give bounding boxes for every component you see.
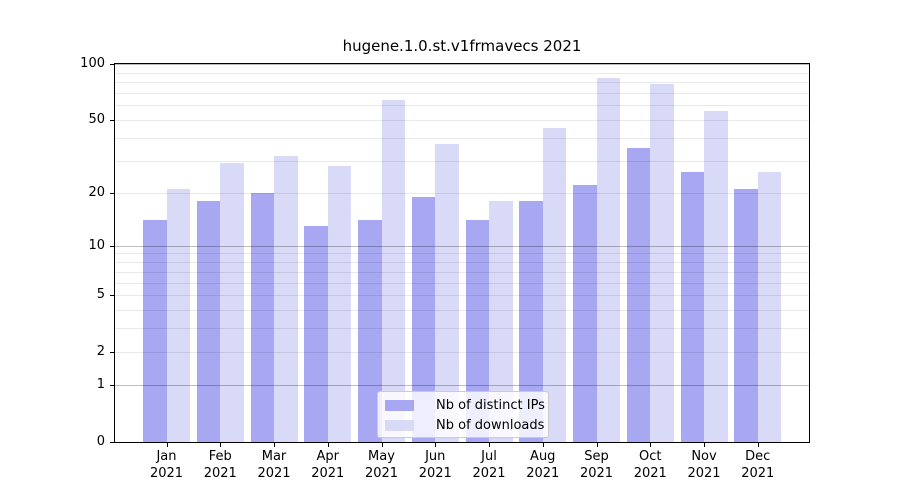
minor-gridline-70 <box>115 92 809 94</box>
chart-title: hugene.1.0.st.v1frmavecs 2021 <box>342 37 582 55</box>
bar-distinct-ips-may <box>358 220 382 442</box>
x-tick-mark-sep <box>597 443 598 447</box>
y-tick-mark-20 <box>110 193 114 194</box>
major-gridline-100 <box>115 64 809 65</box>
minor-gridline-80 <box>115 82 809 84</box>
bar-downloads-may <box>381 100 405 442</box>
x-tick-mark-aug <box>543 443 544 447</box>
bar-distinct-ips-mar <box>250 192 274 442</box>
y-tick-mark-1 <box>110 385 114 386</box>
y-tick-label-0: 0 <box>96 434 105 449</box>
bar-distinct-ips-oct <box>626 148 651 442</box>
x-tick-label-dec: Dec 2021 <box>741 449 775 481</box>
bar-downloads-jan <box>166 188 190 442</box>
minor-gridline-4 <box>115 310 809 312</box>
x-tick-mark-apr <box>328 443 329 447</box>
x-tick-label-feb: Feb 2021 <box>203 449 237 481</box>
legend: Nb of distinct IPs Nb of downloads <box>377 391 549 438</box>
minor-gridline-8 <box>115 262 809 264</box>
y-tick-label-1: 1 <box>96 377 105 393</box>
x-tick-label-may: May 2021 <box>364 449 399 481</box>
y-tick-label-50: 50 <box>88 111 105 127</box>
minor-gridline-60 <box>115 105 809 107</box>
minor-gridline-2 <box>115 352 809 354</box>
bar-downloads-oct <box>650 84 674 442</box>
y-tick-label-2: 2 <box>96 344 105 360</box>
minor-gridline-5 <box>115 295 809 297</box>
bar-distinct-ips-apr <box>304 225 328 442</box>
legend-label-distinct-ips: Nb of distinct IPs <box>436 397 545 413</box>
bars-layer <box>115 64 809 442</box>
bar-distinct-ips-jul <box>465 220 489 442</box>
legend-item-downloads: Nb of downloads <box>378 415 548 435</box>
minor-gridline-6 <box>115 282 809 284</box>
bar-distinct-ips-feb <box>196 200 221 442</box>
bar-downloads-apr <box>327 166 352 442</box>
minor-gridline-20 <box>115 192 809 194</box>
x-tick-label-jun: Jun 2021 <box>418 449 452 481</box>
legend-swatch-downloads <box>385 419 414 431</box>
y-tick-label-10: 10 <box>88 237 105 253</box>
legend-item-distinct-ips: Nb of distinct IPs <box>378 395 548 415</box>
x-tick-mark-jun <box>435 443 436 447</box>
bar-distinct-ips-nov <box>680 172 704 442</box>
x-tick-mark-may <box>382 443 383 447</box>
x-tick-mark-mar <box>274 443 275 447</box>
x-tick-label-sep: Sep 2021 <box>579 449 614 481</box>
y-tick-label-20: 20 <box>88 184 105 200</box>
x-tick-mark-jul <box>489 443 490 447</box>
y-tick-mark-10 <box>110 246 114 247</box>
y-tick-mark-0 <box>110 442 114 443</box>
major-gridline-1 <box>115 385 809 387</box>
minor-gridline-3 <box>115 328 809 330</box>
gridlines-layer <box>115 64 809 442</box>
y-tick-mark-50 <box>110 120 114 121</box>
minor-gridline-50 <box>115 119 809 121</box>
y-tick-mark-100 <box>110 64 114 65</box>
x-tick-label-aug: Aug 2021 <box>526 449 560 481</box>
minor-gridline-9 <box>115 253 809 255</box>
x-tick-mark-feb <box>220 443 221 447</box>
bar-downloads-mar <box>274 155 298 442</box>
minor-gridline-30 <box>115 160 809 162</box>
legend-swatch-distinct-ips <box>385 399 414 411</box>
plot-area: Nb of distinct IPs Nb of downloads <box>114 63 810 443</box>
bar-distinct-ips-jun <box>411 196 436 442</box>
x-tick-mark-jan <box>167 443 168 447</box>
x-tick-mark-dec <box>758 443 759 447</box>
bar-downloads-aug <box>542 128 567 442</box>
bar-downloads-dec <box>757 172 782 442</box>
x-tick-label-mar: Mar 2021 <box>257 449 291 481</box>
y-tick-label-5: 5 <box>96 287 105 303</box>
x-tick-label-oct: Oct 2021 <box>633 449 667 481</box>
legend-label-downloads: Nb of downloads <box>436 417 545 433</box>
y-tick-mark-5 <box>110 295 114 296</box>
bar-downloads-sep <box>596 78 620 442</box>
y-tick-label-100: 100 <box>80 56 105 71</box>
bar-downloads-nov <box>704 110 728 442</box>
bar-downloads-jun <box>435 144 459 442</box>
bar-distinct-ips-aug <box>519 200 543 442</box>
minor-gridline-7 <box>115 271 809 273</box>
major-gridline-10 <box>115 245 809 247</box>
x-tick-label-jul: Jul 2021 <box>472 449 506 481</box>
bar-distinct-ips-dec <box>734 188 758 442</box>
bar-downloads-feb <box>220 163 244 442</box>
x-tick-label-nov: Nov 2021 <box>687 449 721 481</box>
minor-gridline-90 <box>115 72 809 74</box>
x-tick-label-jan: Jan 2021 <box>149 449 184 481</box>
x-tick-mark-oct <box>650 443 651 447</box>
x-tick-label-apr: Apr 2021 <box>311 449 345 481</box>
bar-distinct-ips-sep <box>573 185 597 442</box>
bar-downloads-jul <box>489 200 513 442</box>
x-tick-mark-nov <box>704 443 705 447</box>
minor-gridline-40 <box>115 137 809 139</box>
y-tick-mark-2 <box>110 352 114 353</box>
bar-distinct-ips-jan <box>143 220 167 442</box>
